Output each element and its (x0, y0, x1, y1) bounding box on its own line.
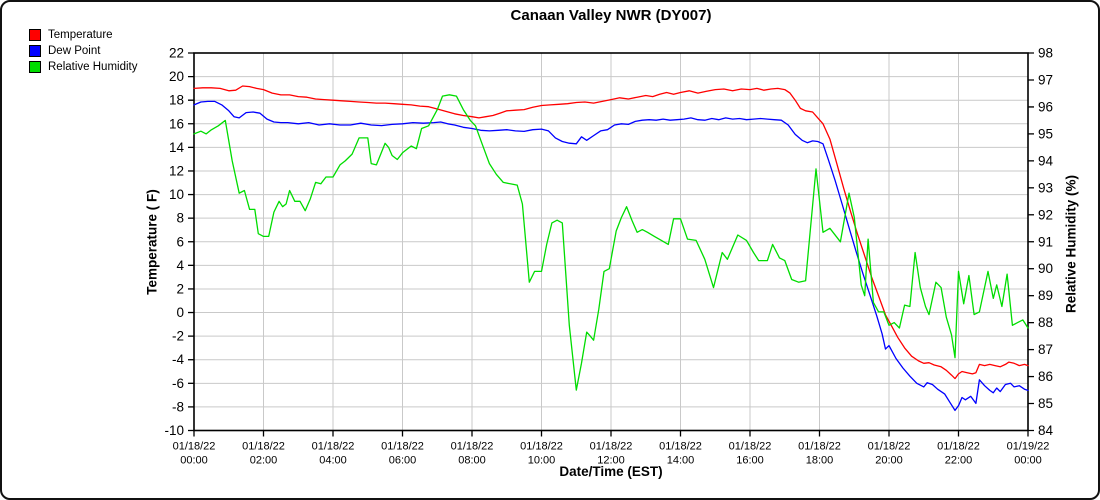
y-right-tick-label: 96 (1038, 99, 1053, 114)
series-relative-humidity-line (193, 94, 1029, 391)
y-left-tick-label: -4 (172, 352, 184, 367)
x-tick-time-label: 18:00 (806, 455, 834, 467)
y-right-tick-label: 98 (1038, 46, 1053, 61)
y-right-tick-label: 95 (1038, 126, 1053, 141)
x-tick-date-label: 01/18/22 (798, 441, 841, 453)
y-left-tick-label: 8 (176, 211, 184, 226)
relative-humidity-swatch-icon (29, 61, 41, 73)
x-tick-time-label: 06:00 (389, 455, 417, 467)
x-tick-time-label: 16:00 (736, 455, 764, 467)
y-right-tick-label: 93 (1038, 180, 1053, 195)
x-tick-time-label: 22:00 (945, 455, 973, 467)
x-tick-date-label: 01/18/22 (381, 441, 424, 453)
temperature-swatch-icon (29, 29, 41, 41)
legend-label: Relative Humidity (48, 61, 138, 73)
y-left-tick-label: 12 (169, 163, 184, 178)
x-tick-date-label: 01/18/22 (659, 441, 702, 453)
legend-item-temperature: Temperature (29, 27, 137, 43)
dew-point-swatch-icon (29, 45, 41, 57)
y-right-tick-label: 97 (1038, 72, 1053, 87)
y-axis-left-label: Temperature ( F) (144, 189, 160, 295)
x-tick-time-label: 20:00 (875, 455, 903, 467)
y-right-tick-label: 85 (1038, 396, 1053, 411)
x-axis-label: Date/Time (EST) (559, 464, 663, 479)
series-dew-point-line (193, 100, 1029, 412)
x-tick-date-label: 01/18/22 (937, 441, 980, 453)
x-tick-date-label: 01/18/22 (312, 441, 355, 453)
y-right-tick-label: 94 (1038, 153, 1054, 168)
x-tick-time-label: 04:00 (319, 455, 347, 467)
x-tick-time-label: 12:00 (597, 455, 625, 467)
y-right-tick-label: 91 (1038, 234, 1053, 249)
x-tick-date-label: 01/18/22 (590, 441, 633, 453)
legend-item-relative-humidity: Relative Humidity (29, 59, 137, 75)
y-right-tick-label: 92 (1038, 207, 1053, 222)
x-tick-date-label: 01/18/22 (242, 441, 285, 453)
x-tick-time-label: 08:00 (458, 455, 486, 467)
y-right-tick-label: 87 (1038, 342, 1053, 357)
y-left-tick-label: 18 (169, 93, 184, 108)
x-tick-date-label: 01/19/22 (1007, 441, 1050, 453)
legend-item-dew-point: Dew Point (29, 43, 137, 59)
y-left-tick-label: 14 (169, 140, 185, 155)
y-left-tick-label: 0 (176, 305, 184, 320)
legend-label: Dew Point (48, 45, 101, 57)
legend-label: Temperature (48, 29, 113, 41)
y-right-tick-label: 86 (1038, 369, 1053, 384)
y-left-tick-label: 16 (169, 116, 184, 131)
y-left-tick-label: 22 (169, 46, 184, 61)
y-left-tick-label: 6 (176, 234, 184, 249)
y-left-tick-label: -8 (172, 399, 184, 414)
x-tick-date-label: 01/18/22 (451, 441, 494, 453)
y-right-tick-label: 84 (1038, 423, 1054, 438)
y-left-tick-label: 20 (169, 69, 184, 84)
x-tick-time-label: 02:00 (250, 455, 278, 467)
x-tick-date-label: 01/18/22 (173, 441, 216, 453)
y-right-tick-label: 90 (1038, 261, 1053, 276)
y-left-tick-label: 4 (176, 258, 184, 273)
page-title: Canaan Valley NWR (DY007) (510, 7, 712, 24)
y-left-tick-label: -2 (172, 329, 184, 344)
series-temperature-line (193, 85, 1029, 380)
y-right-tick-label: 89 (1038, 288, 1053, 303)
x-tick-date-label: 01/18/22 (868, 441, 911, 453)
y-axis-right-label: Relative Humidity (%) (1063, 174, 1079, 314)
y-right-tick-label: 88 (1038, 315, 1053, 330)
x-tick-date-label: 01/18/22 (520, 441, 563, 453)
y-left-tick-label: -6 (172, 376, 184, 391)
x-tick-time-label: 14:00 (667, 455, 695, 467)
legend: Temperature Dew Point Relative Humidity (29, 27, 137, 75)
y-left-tick-label: -10 (164, 423, 184, 438)
y-left-tick-label: 10 (169, 187, 184, 202)
x-tick-time-label: 10:00 (528, 455, 556, 467)
x-tick-time-label: 00:00 (180, 455, 208, 467)
y-left-tick-label: 2 (176, 281, 184, 296)
x-tick-date-label: 01/18/22 (729, 441, 772, 453)
x-tick-time-label: 00:00 (1014, 455, 1042, 467)
